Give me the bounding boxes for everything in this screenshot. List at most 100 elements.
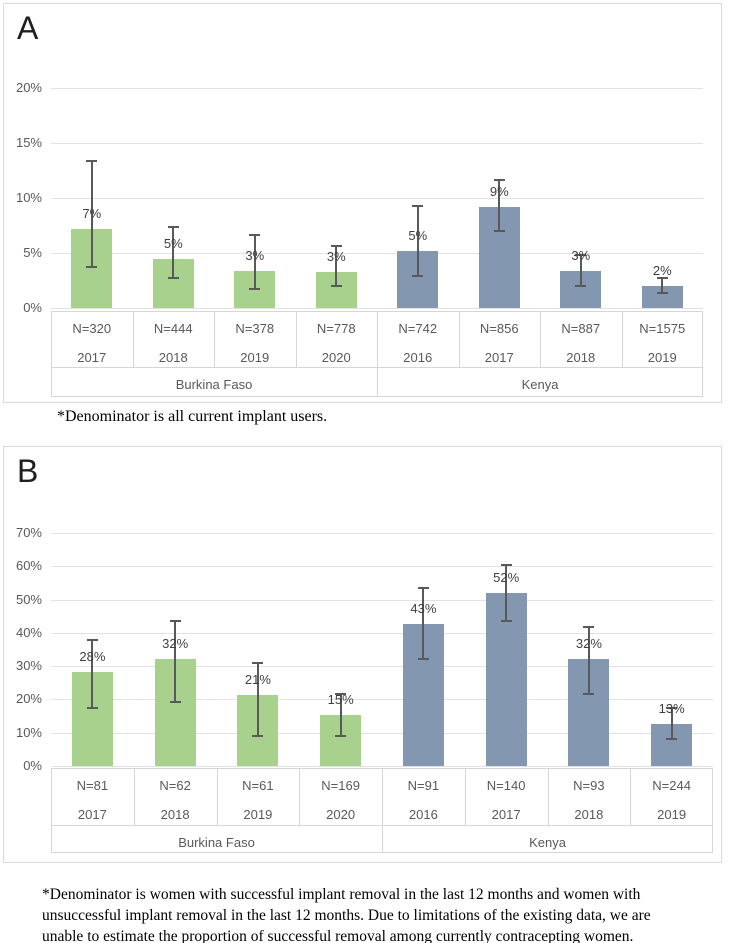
bar-kenya-2019 (641, 286, 683, 308)
error-bar-cap-top (249, 234, 261, 237)
error-bar-cap-top (493, 179, 505, 182)
x-axis-column-separator (621, 311, 623, 367)
footnote-b-line-1: *Denominator is women with successful im… (42, 886, 641, 903)
y-axis-tick-label: 20% (15, 80, 42, 95)
bar-value-label: 3% (245, 247, 265, 263)
error-bar-line (587, 626, 590, 694)
bar-value-label: 2% (652, 263, 672, 278)
x-axis-line (51, 766, 713, 767)
x-axis-n-label: N=378 (235, 321, 275, 336)
x-axis-column-separator (132, 311, 134, 367)
error-bar-line (174, 621, 177, 702)
x-axis-year-label: 2017 (77, 807, 107, 822)
error-bar-cap-bottom (666, 738, 678, 741)
x-axis-column-separator (458, 311, 460, 367)
bar-value-label: 21% (244, 672, 271, 688)
x-axis-year-label: 2017 (484, 350, 514, 365)
x-axis-n-label: N=1575 (639, 321, 686, 336)
x-axis-column-separator (299, 768, 301, 825)
y-axis-tick-label: 70% (15, 525, 42, 540)
x-axis-year-label: 2018 (158, 350, 188, 365)
bar-chart-panel-a: 0% 5% 10% 15% 20% 7% N=320 2017 5% N=444 2018 3% N=3… (4, 4, 721, 402)
bar-value-label: 9% (489, 183, 509, 199)
error-bar-line (335, 246, 338, 286)
error-bar-line (416, 205, 419, 277)
error-bar-cap-top (583, 625, 595, 628)
bar-value-label: 32% (575, 635, 602, 651)
error-bar-cap-top (330, 245, 342, 248)
gridline (51, 566, 713, 568)
error-bar-cap-top (417, 587, 429, 590)
panel-a-letter: A (17, 10, 39, 46)
error-bar-cap-bottom (86, 707, 98, 710)
panel-a: A 0% 5% 10% 15% 20% 7% N=320 2017 5% N=444 2018 3% N… (3, 3, 722, 403)
bar-value-label: 52% (493, 569, 520, 585)
x-axis-n-label: N=62 (159, 778, 191, 793)
x-axis-year-label: 2017 (491, 807, 521, 822)
x-axis-n-label: N=856 (479, 321, 519, 336)
error-bar-cap-top (167, 225, 179, 228)
x-axis-group-label: Burkina Faso (178, 835, 255, 850)
error-bar-line (172, 226, 175, 279)
gridline (51, 599, 713, 601)
gridline (51, 699, 713, 701)
x-axis-group-separator (377, 311, 378, 397)
error-bar-cap-top (500, 563, 512, 566)
x-axis-n-label: N=320 (72, 321, 112, 336)
error-bar-cap-top (86, 159, 98, 162)
error-bar-cap-bottom (500, 619, 512, 622)
x-axis-year-label: 2019 (657, 807, 687, 822)
x-axis-group-label: Burkina Faso (175, 377, 253, 392)
error-bar-cap-bottom (575, 285, 587, 287)
error-bar-cap-bottom (335, 735, 347, 738)
bar-value-label: 5% (408, 227, 428, 243)
x-axis-n-label: N=91 (407, 778, 440, 793)
bar-value-label: 7% (82, 205, 102, 221)
x-axis-year-label: 2018 (160, 807, 190, 822)
error-bar-cap-bottom (249, 288, 261, 291)
x-axis-column-separator (464, 768, 466, 825)
error-bar-line (661, 278, 664, 293)
y-axis-tick-label: 10% (15, 724, 42, 740)
error-bar-line (253, 235, 256, 290)
error-bar-line (670, 708, 673, 740)
x-axis-column-separator (540, 311, 541, 367)
error-bar-cap-top (656, 277, 668, 280)
bar-value-label: 15% (327, 692, 354, 708)
y-axis-tick-label: 5% (23, 245, 42, 260)
y-axis-tick-label: 30% (15, 658, 42, 674)
error-bar-cap-bottom (417, 657, 429, 660)
error-bar-cap-top (86, 638, 98, 641)
x-axis-column-separator (133, 768, 135, 825)
gridline (51, 143, 703, 144)
error-bar-line (498, 180, 501, 231)
x-axis-column-separator (214, 311, 215, 367)
footnote-panel-a: *Denominator is all current implant user… (57, 406, 327, 427)
bar-value-label: 43% (410, 600, 437, 616)
error-bar-cap-bottom (169, 700, 181, 703)
error-bar-cap-bottom (656, 291, 668, 294)
bar-value-label: 28% (79, 648, 106, 664)
x-axis-n-label: N=61 (242, 778, 274, 793)
error-bar-cap-bottom (493, 230, 505, 232)
error-bar-cap-top (575, 254, 587, 257)
error-bar-line (256, 663, 259, 737)
x-axis-n-label: N=169 (321, 778, 360, 793)
footnote-a-line: *Denominator is all current implant user… (57, 408, 328, 425)
x-axis-year-label: 2016 (403, 350, 433, 365)
gridline (51, 253, 703, 254)
x-axis-year-label: 2018 (574, 807, 604, 822)
y-axis-tick-label: 15% (15, 135, 42, 150)
bar-value-label: 32% (162, 635, 189, 651)
x-axis-line (51, 308, 703, 309)
error-bar-cap-top (252, 662, 264, 665)
error-bar-cap-bottom (330, 285, 342, 287)
y-axis-tick-label: 40% (15, 624, 42, 640)
x-axis-n-label: N=140 (486, 778, 526, 793)
y-axis-tick-label: 0% (23, 300, 42, 315)
error-bar-cap-bottom (252, 735, 264, 738)
x-axis-n-label: N=887 (561, 321, 601, 336)
footnote-b-line-3: unable to estimate the proportion of suc… (42, 928, 634, 943)
error-bar-line (579, 255, 582, 286)
